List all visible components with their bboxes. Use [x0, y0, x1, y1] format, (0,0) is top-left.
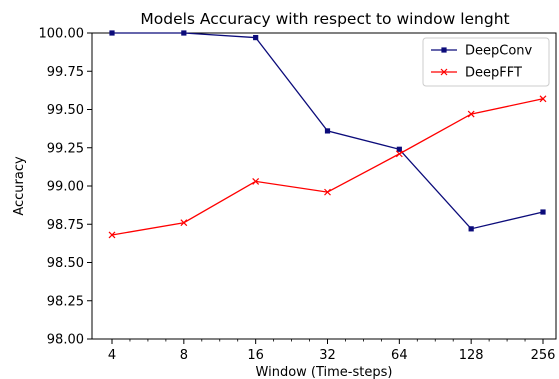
x-marker-stroke	[539, 95, 547, 103]
legend-marker-deepfft	[440, 68, 448, 76]
deepconv-point	[396, 146, 402, 152]
deepconv-point	[253, 34, 259, 41]
series-deepfft	[108, 95, 547, 239]
deepfft-point	[467, 110, 475, 118]
y-tick-label: 99.00	[47, 180, 84, 195]
x-axis-label: Window (Time-steps)	[256, 365, 393, 379]
y-tick-label: 99.25	[47, 141, 84, 156]
series-deepconv	[109, 30, 546, 232]
x-tick-label: 64	[391, 348, 408, 363]
y-tick-label: 98.25	[47, 294, 84, 309]
x-marker-stroke	[467, 110, 475, 118]
x-marker-stroke	[324, 188, 331, 196]
y-axis-label: Accuracy	[12, 156, 27, 216]
legend-label-deepfft: DeepFFT	[465, 66, 522, 81]
deepfft-point	[324, 188, 331, 196]
deepfft-point	[108, 231, 116, 239]
x-tick-label: 128	[459, 348, 484, 363]
x-tick-label: 16	[247, 348, 264, 363]
y-axis: 98.00 98.25 98.50 98.75 99.00 99.25 99.50 99.75…	[39, 27, 92, 348]
legend: DeepConv DeepFFT	[422, 37, 550, 87]
legend-marker-deepconv	[441, 47, 447, 53]
x-tick-label: 256	[531, 348, 556, 363]
deepfft-point	[539, 95, 547, 103]
deepfft-line	[111, 98, 544, 236]
x-tick-label: 8	[180, 348, 188, 363]
deepconv-point	[468, 226, 474, 232]
y-tick-label: 98.75	[47, 218, 84, 233]
x-marker-stroke	[440, 68, 448, 76]
y-tick-label: 98.50	[47, 256, 84, 271]
x-marker-stroke	[395, 150, 403, 158]
y-tick-label: 99.75	[47, 65, 84, 80]
x-marker-stroke	[252, 177, 260, 185]
deepconv-point	[324, 128, 331, 134]
y-tick-label: 100.00	[39, 27, 85, 42]
y-tick-label: 98.00	[47, 333, 84, 348]
x-marker-stroke	[180, 219, 188, 227]
x-marker-stroke	[108, 231, 116, 239]
deepfft-point	[395, 150, 403, 158]
deepconv-point	[181, 30, 187, 36]
legend-label-deepconv: DeepConv	[465, 44, 533, 59]
deepconv-point	[540, 209, 546, 215]
deepfft-point	[252, 177, 260, 185]
x-tick-label: 32	[319, 348, 336, 363]
deepfft-point	[180, 219, 188, 227]
chart-title: Models Accuracy with respect to window l…	[140, 10, 509, 28]
y-tick-label: 99.50	[47, 103, 84, 118]
x-tick-label: 4	[108, 348, 116, 363]
series-layer	[108, 30, 547, 239]
x-axis: 4 8 16 32 64 128 256	[108, 339, 556, 363]
deepconv-point	[109, 30, 115, 36]
